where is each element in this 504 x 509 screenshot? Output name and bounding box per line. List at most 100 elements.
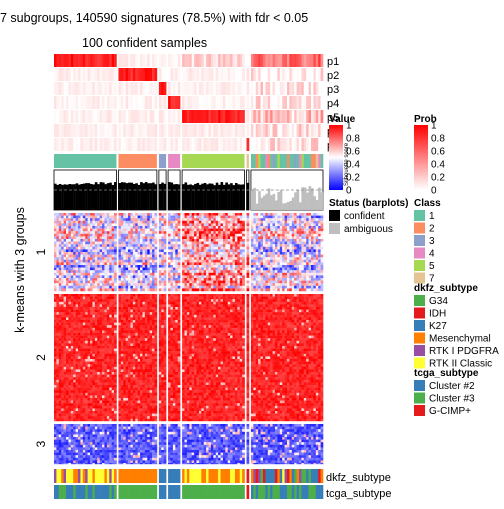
prob-cell xyxy=(280,138,283,151)
heatmap-cell xyxy=(164,247,167,250)
heatmap-cell xyxy=(204,226,207,229)
heatmap-cell xyxy=(78,278,81,281)
heatmap-cell xyxy=(88,260,91,263)
heatmap-cell xyxy=(253,312,256,315)
heatmap-cell xyxy=(206,216,209,219)
heatmap-cell xyxy=(128,213,131,216)
heatmap-cell xyxy=(247,249,250,252)
heatmap-cell xyxy=(85,288,88,291)
heatmap-cell xyxy=(273,304,276,307)
heatmap-cell xyxy=(316,216,319,219)
heatmap-cell xyxy=(152,268,155,271)
heatmap-cell xyxy=(309,297,312,300)
prob-cell xyxy=(299,82,302,95)
heatmap-cell xyxy=(225,244,228,247)
heatmap-cell xyxy=(306,268,309,271)
heatmap-cell xyxy=(218,229,221,232)
heatmap-cell xyxy=(114,252,117,255)
heatmap-cell xyxy=(114,281,117,284)
heatmap-cell xyxy=(76,260,79,263)
prob-cell xyxy=(123,82,126,95)
heatmap-cell xyxy=(56,294,59,297)
heatmap-cell xyxy=(178,297,181,300)
heatmap-cell xyxy=(59,260,62,263)
heatmap-cell xyxy=(170,270,173,273)
heatmap-cell xyxy=(237,278,240,281)
heatmap-cell xyxy=(277,278,280,281)
heatmap-cell xyxy=(168,265,171,268)
heatmap-cell xyxy=(66,288,69,291)
prob-cell xyxy=(92,138,95,151)
heatmap-cell xyxy=(123,223,126,226)
heatmap-cell xyxy=(161,275,164,278)
heatmap-cell xyxy=(135,288,138,291)
class-cell xyxy=(251,154,254,168)
prob-cell xyxy=(147,82,150,95)
heatmap-cell xyxy=(221,234,224,237)
heatmap-cell xyxy=(54,260,57,263)
heatmap-cell xyxy=(123,288,126,291)
heatmap-cell xyxy=(73,244,76,247)
heatmap-cell xyxy=(78,275,81,278)
prob-cell xyxy=(54,124,57,137)
heatmap-cell xyxy=(201,304,204,307)
class-cell xyxy=(247,154,249,168)
heatmap-cell xyxy=(152,310,155,313)
prob-cell xyxy=(297,138,300,151)
prob-cell xyxy=(61,124,64,137)
heatmap-cell xyxy=(289,239,292,242)
heatmap-cell xyxy=(97,273,100,276)
heatmap-cell xyxy=(192,229,195,232)
prob-cell xyxy=(73,110,76,123)
heatmap-cell xyxy=(73,307,76,310)
heatmap-cell xyxy=(289,275,292,278)
heatmap-cell xyxy=(76,257,79,260)
heatmap-cell xyxy=(280,302,283,305)
prob-cell xyxy=(178,96,181,109)
heatmap-cell xyxy=(85,223,88,226)
heatmap-cell xyxy=(154,307,157,310)
heatmap-cell xyxy=(247,273,250,276)
heatmap-cell xyxy=(83,247,86,250)
heatmap-cell xyxy=(170,304,173,307)
silhouette-bar xyxy=(213,185,216,210)
prob-cell xyxy=(130,68,133,81)
heatmap-cell xyxy=(240,283,243,286)
heatmap-cell xyxy=(258,273,261,276)
heatmap-cell xyxy=(235,304,238,307)
heatmap-cell xyxy=(247,229,250,232)
heatmap-cell xyxy=(173,255,176,258)
heatmap-cell xyxy=(228,294,231,297)
heatmap-cell xyxy=(118,299,121,302)
heatmap-cell xyxy=(135,249,138,252)
prob-cell xyxy=(213,110,216,123)
heatmap-cell xyxy=(185,221,188,224)
heatmap-cell xyxy=(147,223,150,226)
heatmap-cell xyxy=(145,242,148,245)
heatmap-cell xyxy=(221,312,224,315)
silhouette-bar xyxy=(114,182,117,210)
heatmap-cell xyxy=(235,265,238,268)
heatmap-cell xyxy=(225,286,228,289)
heatmap-cell xyxy=(233,247,236,250)
heatmap-cell xyxy=(256,239,259,242)
heatmap-cell xyxy=(128,299,131,302)
heatmap-cell xyxy=(280,286,283,289)
heatmap-cell xyxy=(173,221,176,224)
heatmap-cell xyxy=(268,223,271,226)
heatmap-cell xyxy=(316,218,319,221)
prob-cell xyxy=(218,54,221,67)
heatmap-cell xyxy=(121,213,124,216)
heatmap-cell xyxy=(123,252,126,255)
heatmap-cell xyxy=(268,229,271,232)
heatmap-cell xyxy=(83,249,86,252)
prob-cell xyxy=(102,82,105,95)
heatmap-cell xyxy=(273,297,276,300)
heatmap-cell xyxy=(95,226,98,229)
heatmap-cell xyxy=(175,275,178,278)
heatmap-cell xyxy=(289,255,292,258)
heatmap-cell xyxy=(123,310,126,313)
heatmap-cell xyxy=(204,236,207,239)
prob-cell xyxy=(311,82,314,95)
heatmap-cell xyxy=(185,283,188,286)
